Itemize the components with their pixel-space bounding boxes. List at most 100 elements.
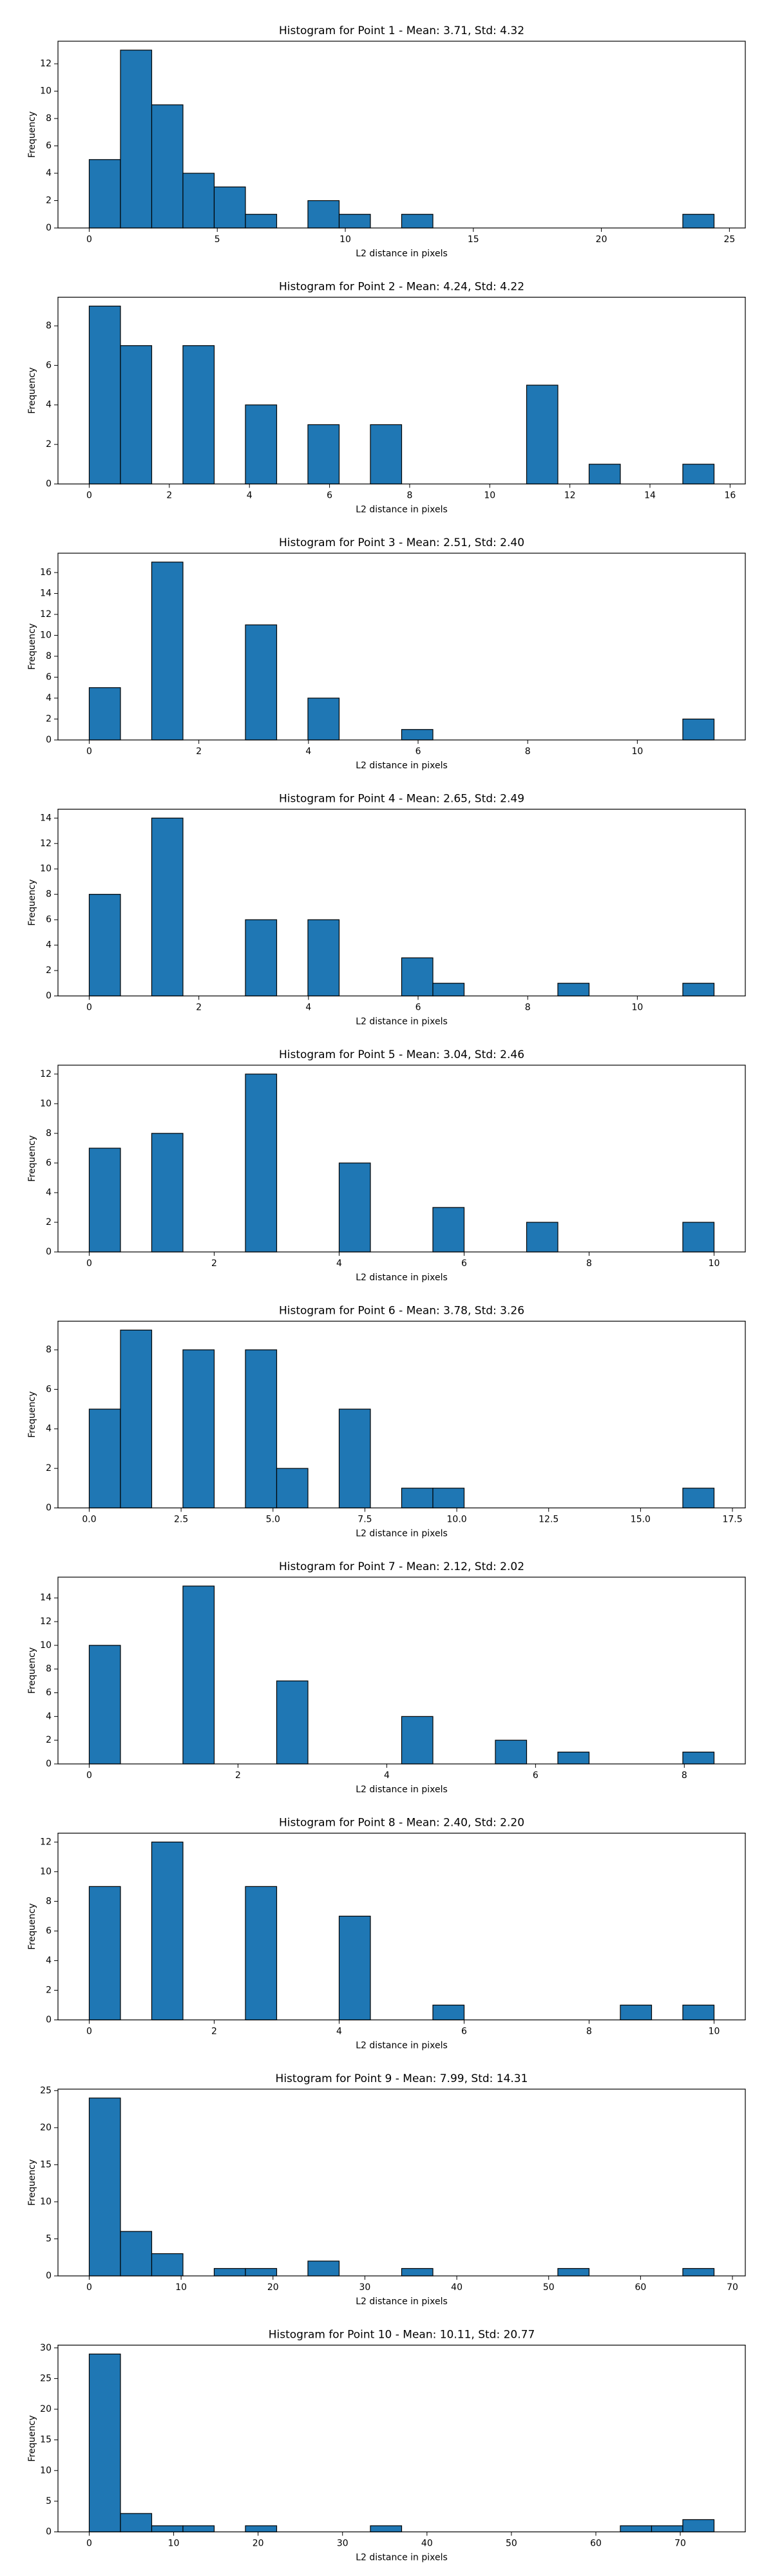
x-tick-label: 6: [533, 1770, 539, 1781]
y-axis-label: Frequency: [27, 2415, 37, 2461]
bar: [401, 1488, 434, 1509]
bar: [432, 1207, 465, 1253]
bar: [245, 624, 278, 741]
x-tick-label: 0: [86, 1258, 92, 1269]
x-tick-label: 70: [674, 2539, 686, 2549]
x-axis-label: L2 distance in pixels: [356, 1785, 448, 1795]
y-tick-label: 4: [46, 1711, 52, 1721]
x-tick-label: 10: [484, 491, 495, 501]
bar: [307, 919, 340, 997]
x-tick-label: 8: [586, 2027, 592, 2037]
bar: [682, 464, 715, 485]
x-tick-label: 60: [590, 2539, 602, 2549]
chart-title: Histogram for Point 10 - Mean: 10.11, St…: [269, 2329, 535, 2342]
bar: [651, 2525, 683, 2533]
x-tick-label: 50: [543, 2282, 555, 2293]
y-tick-label: 14: [40, 1593, 52, 1603]
bar: [620, 2004, 653, 2021]
x-tick-label: 8: [406, 491, 412, 501]
axes-frame: [57, 2088, 746, 2277]
bar: [88, 1886, 121, 2021]
x-tick-label: 20: [267, 2282, 279, 2293]
x-tick-label: 10: [175, 2282, 187, 2293]
x-tick-label: 2.5: [174, 1515, 188, 1525]
y-tick-label: 4: [46, 693, 52, 703]
x-tick-label: 2: [196, 1003, 202, 1013]
chart-title: Histogram for Point 1 - Mean: 3.71, Std:…: [279, 24, 524, 37]
x-tick-label: 0: [86, 2539, 92, 2549]
x-axis-label: L2 distance in pixels: [356, 1273, 448, 1283]
bar: [245, 404, 278, 485]
x-tick-label: 0: [86, 2027, 92, 2037]
y-tick-label: 10: [40, 1099, 52, 1109]
chart-title: Histogram for Point 5 - Mean: 3.04, Std:…: [279, 1048, 524, 1061]
bar: [682, 718, 715, 741]
x-tick-label: 2: [235, 1770, 241, 1781]
x-tick-label: 20: [596, 234, 607, 245]
bar: [151, 2525, 184, 2533]
y-tick-label: 14: [40, 589, 52, 599]
x-tick-label: 0: [86, 746, 92, 757]
y-tick-label: 5: [46, 2496, 52, 2506]
y-tick-label: 10: [40, 1866, 52, 1877]
bar: [557, 983, 590, 997]
y-tick-label: 30: [40, 2343, 52, 2353]
bar: [588, 464, 621, 485]
axes-frame: [57, 41, 746, 229]
y-tick-label: 6: [46, 672, 52, 683]
bar: [88, 2353, 121, 2533]
y-tick-label: 25: [40, 2373, 52, 2383]
bar: [307, 200, 340, 229]
x-tick-label: 14: [644, 491, 656, 501]
y-axis-label: Frequency: [27, 2159, 37, 2206]
x-tick-label: 2: [196, 746, 202, 757]
y-tick-label: 2: [46, 1985, 52, 1995]
bar: [245, 214, 278, 229]
y-tick-label: 12: [40, 1837, 52, 1847]
y-tick-label: 2: [46, 1217, 52, 1227]
y-tick-label: 15: [40, 2159, 52, 2170]
x-tick-label: 15.0: [631, 1515, 651, 1525]
axes-frame: [57, 296, 746, 485]
y-tick-label: 2: [46, 1735, 52, 1745]
y-tick-label: 6: [46, 914, 52, 925]
y-tick-label: 0: [46, 1503, 52, 1513]
axes-frame: [57, 1065, 746, 1253]
y-tick-label: 2: [46, 439, 52, 450]
x-tick-label: 4: [305, 1003, 311, 1013]
y-tick-label: 6: [46, 141, 52, 151]
bar: [120, 50, 153, 229]
y-tick-label: 8: [46, 321, 52, 331]
bar: [245, 2268, 278, 2277]
bar: [182, 1349, 215, 1509]
y-tick-label: 4: [46, 1188, 52, 1198]
x-tick-label: 10: [631, 1003, 643, 1013]
axes-frame: [57, 2344, 746, 2533]
bar: [245, 1074, 278, 1253]
x-tick-label: 8: [525, 746, 531, 757]
chart-title: Histogram for Point 6 - Mean: 3.78, Std:…: [279, 1305, 524, 1318]
y-tick-label: 10: [40, 86, 52, 97]
bar: [151, 1841, 184, 2021]
x-tick-label: 60: [635, 2282, 646, 2293]
axes-frame: [57, 1577, 746, 1765]
x-tick-label: 4: [336, 2027, 342, 2037]
bar: [338, 214, 371, 229]
bar: [682, 2519, 715, 2533]
y-axis-label: Frequency: [27, 623, 37, 670]
bar: [120, 345, 153, 485]
y-tick-label: 4: [46, 1424, 52, 1434]
bar: [88, 894, 121, 997]
bar: [682, 214, 715, 229]
bar: [182, 1586, 215, 1765]
bar: [307, 424, 340, 485]
axes-frame: [57, 1832, 746, 2021]
y-tick-label: 0: [46, 2527, 52, 2537]
bar: [213, 186, 246, 229]
x-axis-label: L2 distance in pixels: [356, 505, 448, 515]
x-tick-label: 2: [166, 491, 172, 501]
bar: [182, 2525, 215, 2533]
y-tick-label: 6: [46, 1926, 52, 1936]
